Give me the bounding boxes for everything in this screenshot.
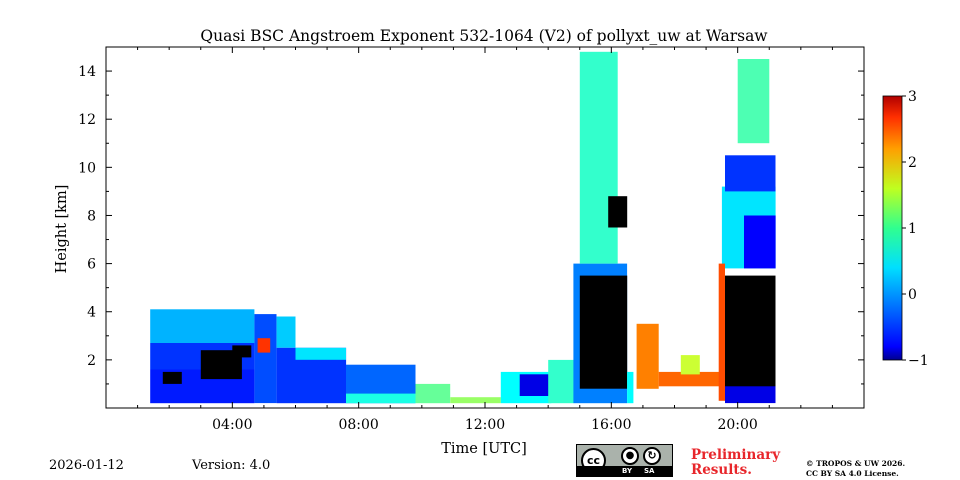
x-tick-label: 20:00 <box>717 417 757 433</box>
x-tick-label: 04:00 <box>212 417 252 433</box>
y-tick-label: 6 <box>87 257 96 273</box>
heatmap-cell <box>725 275 776 389</box>
preliminary-line-2: Results. <box>691 462 752 478</box>
heatmap-cell <box>680 355 700 375</box>
y-tick-label: 2 <box>87 353 96 369</box>
colorbar-gradient <box>882 95 903 361</box>
colorbar-tick-label: 2 <box>908 155 917 171</box>
cc-by-label: BY <box>622 467 633 475</box>
heatmap-cell <box>579 51 618 264</box>
footer-version: Version: 4.0 <box>192 458 271 473</box>
y-tick-label: 10 <box>78 160 96 176</box>
colorbar-ticks: 3 2 1 0 −1 <box>902 89 929 369</box>
heatmap-cell <box>725 155 776 192</box>
x-axis-ticks: 04:00 08:00 12:00 16:00 20:00 <box>137 47 833 433</box>
x-tick-label: 08:00 <box>338 417 378 433</box>
heatmap-cell <box>737 59 770 144</box>
x-tick-label: 12:00 <box>465 417 505 433</box>
heatmap-cell <box>232 345 252 358</box>
colorbar-tick-label: −1 <box>908 353 929 369</box>
heatmap-cell <box>579 275 628 389</box>
heatmap-cell <box>257 338 271 353</box>
heatmap-cells <box>150 51 776 404</box>
x-axis-label: Time [UTC] <box>441 441 527 457</box>
y-tick-label: 12 <box>78 112 96 128</box>
cc-sa-icon: ↻ <box>643 447 661 465</box>
heatmap-cell <box>636 323 659 389</box>
heatmap-cell <box>548 359 574 404</box>
cc-by-icon: ● <box>621 447 639 465</box>
x-tick-label: 16:00 <box>591 417 631 433</box>
colorbar-tick-label: 0 <box>908 287 917 303</box>
y-tick-label: 8 <box>87 208 96 224</box>
copyright-line-2: CC BY SA 4.0 License. <box>806 469 899 478</box>
y-axis-ticks: 2 4 6 8 10 12 14 <box>78 64 864 385</box>
heatmap-cell <box>718 263 725 401</box>
chart-title: Quasi BSC Angstroem Exponent 532-1064 (V… <box>200 27 768 45</box>
heatmap-cell <box>519 374 552 396</box>
preliminary-note: Preliminary Results. <box>691 448 780 478</box>
copyright-line-1: © TROPOS & UW 2026. <box>806 459 906 468</box>
copyright-note: © TROPOS & UW 2026. CC BY SA 4.0 License… <box>806 459 905 479</box>
heatmap-cell <box>295 347 346 360</box>
preliminary-line-1: Preliminary <box>691 447 781 463</box>
y-tick-label: 4 <box>87 305 96 321</box>
heatmap-cell <box>346 393 416 404</box>
cc-badge-labels: BY SA <box>577 466 672 476</box>
heatmap-cell <box>254 314 277 404</box>
heatmap-cell <box>658 371 722 387</box>
y-axis-label: Height [km] <box>54 185 70 274</box>
heatmap-cell <box>450 397 501 404</box>
heatmap-cell <box>276 316 296 348</box>
cc-sa-label: SA <box>644 467 655 475</box>
colorbar-tick-label: 1 <box>908 221 917 237</box>
heatmap-cell <box>608 196 628 228</box>
cc-license-badge: cc ● ↻ BY SA <box>576 444 673 477</box>
colorbar-tick-label: 3 <box>908 89 917 105</box>
colorbar <box>882 95 903 361</box>
heatmap-cell <box>627 371 634 404</box>
y-tick-label: 14 <box>78 64 96 80</box>
footer-date: 2026-01-12 <box>49 458 124 473</box>
heatmap-cell <box>744 215 776 269</box>
heatmap-cell <box>150 309 255 343</box>
heatmap-cell <box>415 383 451 404</box>
heatmap-cell <box>162 371 182 384</box>
heatmap-cell <box>725 386 776 404</box>
